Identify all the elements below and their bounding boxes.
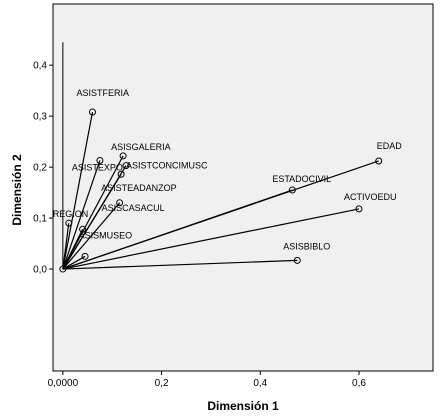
- label-edad: EDAD: [377, 141, 403, 151]
- label-asisbiblo: ASISBIBLO: [283, 241, 330, 251]
- marker-asistexpo: [96, 156, 104, 164]
- label-asiscasacul: ASISCASACUL: [102, 203, 165, 213]
- vector-activoedu: [62, 208, 360, 270]
- vectors-layer: [62, 42, 379, 270]
- vector-asistexpo: [62, 160, 101, 270]
- vector-point-8: [62, 255, 86, 270]
- marker-asisgaleria: [119, 152, 127, 160]
- vector-region: [62, 223, 70, 270]
- markers-layer: [59, 108, 383, 273]
- y-tick-label: 0,3: [33, 112, 47, 123]
- vector-asisbiblo: [62, 259, 298, 270]
- marker-estadocivil: [288, 186, 296, 194]
- vector-asisgaleria: [62, 155, 124, 270]
- marker-asisbiblo: [293, 256, 301, 264]
- y-axis-title: Dimensión 2: [10, 154, 24, 226]
- label-asismuseo: ASISMUSEO: [79, 230, 133, 240]
- label-asisgaleria: ASISGALERIA: [111, 142, 171, 152]
- marker-asistconcimusc: [122, 162, 130, 170]
- y-tick-label: 0,2: [33, 163, 47, 174]
- marker-point-8: [81, 252, 89, 260]
- vector-asisteadanzop: [62, 173, 122, 270]
- y-tick-label: 0,0: [33, 265, 47, 276]
- x-tick-label: 0,2: [155, 378, 169, 389]
- x-tick-label: 0,6: [352, 378, 366, 389]
- label-region: REGION: [53, 209, 89, 219]
- x-tick-label: 0,0000: [48, 378, 79, 389]
- label-asistexpo: ASISTEXPO: [72, 162, 123, 172]
- vector-edad: [62, 160, 379, 270]
- marker-origin: [59, 265, 67, 273]
- label-asistferia: ASISTFERIA: [76, 88, 129, 98]
- marker-region: [65, 219, 73, 227]
- x-tick-label: 0,4: [253, 378, 267, 389]
- marker-edad: [375, 157, 383, 165]
- plot-area: [52, 3, 434, 372]
- y-tick-label: 0,4: [33, 61, 47, 72]
- marker-asiscasacul: [116, 199, 124, 207]
- point-labels-layer: ASISTFERIAASISGALERIAASISTCONCIMUSCASIST…: [53, 88, 402, 251]
- y-axis-ticks: 0,0 0,1 0,2 0,3 0,4: [33, 61, 53, 276]
- x-axis-ticks: 0,0000 0,2 0,4 0,6: [48, 371, 366, 389]
- label-asisteadanzop: ASISTEADANZOP: [101, 183, 177, 193]
- marker-asistferia: [88, 108, 96, 116]
- marker-activoedu: [355, 205, 363, 213]
- vector-asismuseo: [62, 229, 84, 270]
- label-asistconcimusc: ASISTCONCIMUSC: [126, 161, 208, 171]
- marker-asisteadanzop: [117, 170, 125, 178]
- vector-asistferia: [62, 111, 94, 270]
- y-tick-label: 0,1: [33, 214, 47, 225]
- label-activoedu: ACTIVOEDU: [344, 192, 397, 202]
- label-estadocivil: ESTADOCIVIL: [272, 174, 331, 184]
- x-axis-title: Dimensión 1: [207, 399, 279, 413]
- vector-asiscasacul: [62, 202, 121, 270]
- marker-asismuseo: [79, 225, 87, 233]
